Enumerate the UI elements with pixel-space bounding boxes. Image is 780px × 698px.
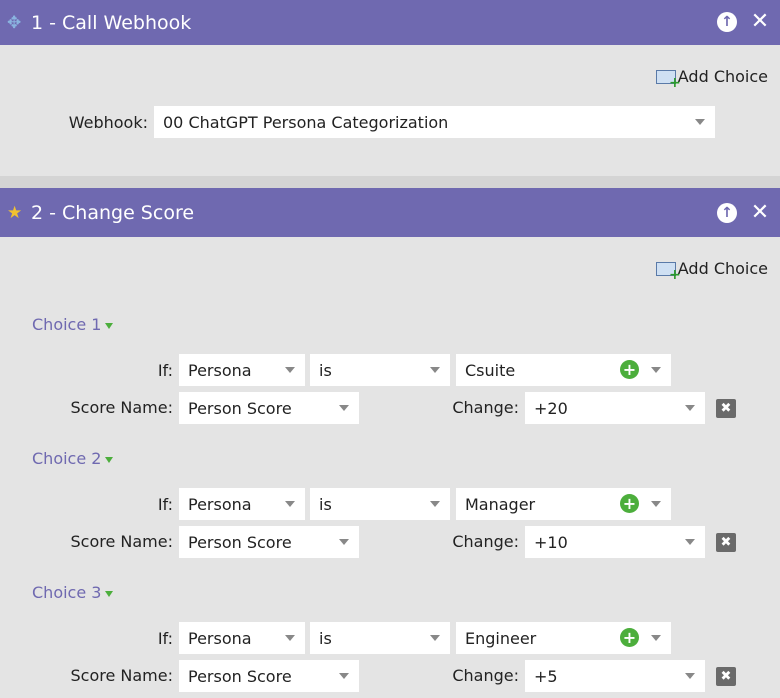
change-value: +5 — [534, 666, 558, 686]
operator-value: is — [319, 628, 332, 648]
chevron-down-icon — [339, 405, 349, 411]
change-label: Change: — [452, 398, 519, 417]
delete-choice-button[interactable]: ✖ — [716, 399, 736, 418]
chevron-down-icon — [285, 367, 295, 373]
add-choice-label: Add Choice — [677, 67, 768, 86]
field-select[interactable]: Persona — [179, 488, 305, 520]
chevron-down-icon — [339, 673, 349, 679]
field-value: Persona — [188, 628, 252, 648]
change-label: Change: — [452, 666, 519, 685]
field-select[interactable]: Persona — [179, 354, 305, 386]
delete-choice-button[interactable]: ✖ — [716, 667, 736, 686]
if-label: If: — [157, 629, 173, 648]
step-1-header: ✥ 1 - Call Webhook ↑ ✕ — [0, 0, 780, 45]
operator-value: is — [319, 494, 332, 514]
chevron-down-icon — [430, 367, 440, 373]
step-title: 1 - Call Webhook — [31, 11, 192, 34]
change-value: +10 — [534, 532, 568, 552]
change-value: +20 — [534, 398, 568, 418]
webhook-select[interactable]: 00 ChatGPT Persona Categorization — [154, 106, 715, 138]
chevron-down-icon — [651, 367, 661, 373]
divider — [0, 176, 780, 188]
webhook-icon: ✥ — [7, 12, 22, 33]
chevron-down-icon — [685, 539, 695, 545]
caret-down-icon — [105, 322, 114, 329]
value-text: Csuite — [465, 360, 516, 380]
choice-toggle[interactable]: Choice 1 — [32, 315, 114, 334]
add-value-icon[interactable]: + — [620, 628, 639, 647]
step-2-body: Add Choice Choice 1 If: Persona is Csuit… — [0, 237, 780, 698]
add-value-icon[interactable]: + — [620, 360, 639, 379]
chevron-down-icon — [651, 501, 661, 507]
value-select[interactable]: Manager + — [456, 488, 671, 520]
value-select[interactable]: Engineer + — [456, 622, 671, 654]
operator-select[interactable]: is — [310, 488, 450, 520]
star-icon: ★ — [7, 202, 23, 223]
score-name-select[interactable]: Person Score — [179, 526, 359, 558]
value-text: Manager — [465, 494, 536, 514]
close-button[interactable]: ✕ — [750, 199, 770, 225]
move-up-button[interactable]: ↑ — [717, 12, 737, 32]
chevron-down-icon — [285, 635, 295, 641]
if-label: If: — [157, 361, 173, 380]
step-1-body: Add Choice Webhook: 00 ChatGPT Persona C… — [0, 45, 780, 176]
change-select[interactable]: +5 — [525, 660, 705, 692]
caret-down-icon — [105, 590, 114, 597]
score-name-select[interactable]: Person Score — [179, 660, 359, 692]
chevron-down-icon — [339, 539, 349, 545]
field-select[interactable]: Persona — [179, 622, 305, 654]
choice-toggle[interactable]: Choice 3 — [32, 583, 114, 602]
webhook-label: Webhook: — [68, 113, 148, 132]
close-button[interactable]: ✕ — [750, 8, 770, 34]
choice-toggle[interactable]: Choice 2 — [32, 449, 114, 468]
add-choice-button[interactable]: Add Choice — [655, 67, 768, 91]
choice-label: Choice 3 — [32, 583, 102, 602]
choice-label: Choice 2 — [32, 449, 102, 468]
add-choice-button[interactable]: Add Choice — [655, 259, 768, 283]
chevron-down-icon — [685, 405, 695, 411]
operator-select[interactable]: is — [310, 354, 450, 386]
operator-value: is — [319, 360, 332, 380]
field-value: Persona — [188, 360, 252, 380]
webhook-value: 00 ChatGPT Persona Categorization — [163, 112, 449, 132]
chevron-down-icon — [430, 635, 440, 641]
chevron-down-icon — [695, 119, 705, 125]
chevron-down-icon — [685, 673, 695, 679]
change-label: Change: — [452, 532, 519, 551]
score-name-value: Person Score — [188, 532, 292, 552]
add-value-icon[interactable]: + — [620, 494, 639, 513]
chevron-down-icon — [285, 501, 295, 507]
change-select[interactable]: +10 — [525, 526, 705, 558]
score-name-label: Score Name: — [70, 532, 174, 551]
score-name-value: Person Score — [188, 666, 292, 686]
caret-down-icon — [105, 456, 114, 463]
add-choice-label: Add Choice — [677, 259, 768, 278]
delete-choice-button[interactable]: ✖ — [716, 533, 736, 552]
step-title: 2 - Change Score — [31, 201, 195, 224]
add-choice-icon — [655, 261, 681, 283]
chevron-down-icon — [651, 635, 661, 641]
field-value: Persona — [188, 494, 252, 514]
value-text: Engineer — [465, 628, 537, 648]
score-name-value: Person Score — [188, 398, 292, 418]
change-select[interactable]: +20 — [525, 392, 705, 424]
if-label: If: — [157, 495, 173, 514]
value-select[interactable]: Csuite + — [456, 354, 671, 386]
chevron-down-icon — [430, 501, 440, 507]
choice-label: Choice 1 — [32, 315, 102, 334]
score-name-select[interactable]: Person Score — [179, 392, 359, 424]
operator-select[interactable]: is — [310, 622, 450, 654]
score-name-label: Score Name: — [70, 666, 174, 685]
move-up-button[interactable]: ↑ — [717, 203, 737, 223]
step-2-header: ★ 2 - Change Score ↑ ✕ — [0, 188, 780, 237]
add-choice-icon — [655, 69, 681, 91]
score-name-label: Score Name: — [70, 398, 174, 417]
